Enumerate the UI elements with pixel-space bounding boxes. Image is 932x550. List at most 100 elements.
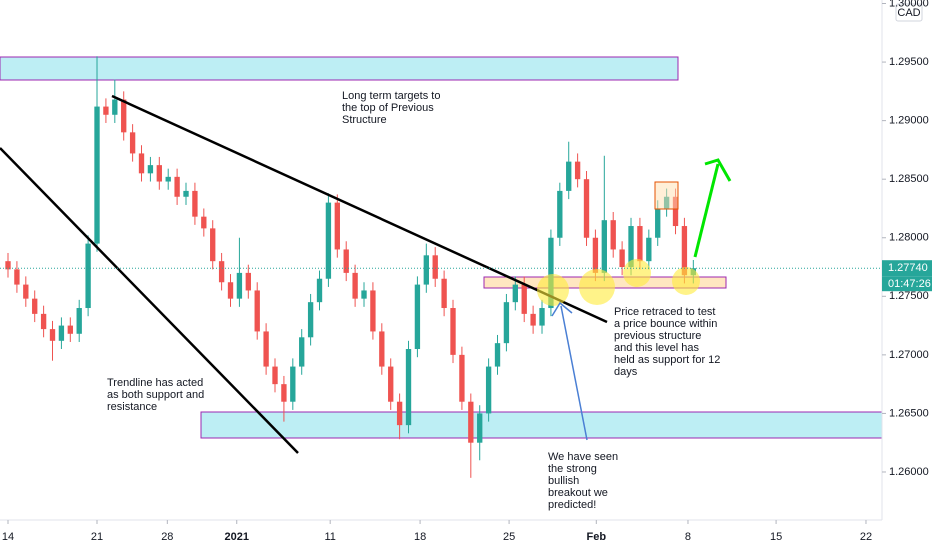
x-tick-label: 15	[770, 531, 782, 543]
candle-body	[370, 290, 376, 332]
countdown-badge	[882, 276, 932, 292]
candle-body	[468, 401, 474, 443]
candle-body	[236, 272, 243, 299]
candle-body	[388, 366, 394, 402]
candle-body	[316, 278, 323, 303]
candle-body	[103, 106, 109, 115]
candle-body	[441, 278, 447, 309]
candle-body	[210, 228, 216, 262]
candle-body	[583, 179, 590, 238]
annotation: bullish	[548, 475, 579, 487]
annotation: We have seen	[548, 451, 618, 463]
annotation: Structure	[342, 114, 387, 126]
candle-body	[138, 153, 145, 174]
highlight-circle	[672, 267, 700, 295]
x-tick-label: 25	[503, 531, 515, 543]
annotation: and this level has	[614, 342, 699, 354]
last-price-label: 1.27740	[888, 262, 928, 274]
candle-body	[156, 165, 162, 182]
highlight-box	[654, 181, 679, 210]
highlight-circle	[579, 269, 615, 305]
highlight-circle	[623, 259, 651, 287]
annotation: Long term targets to	[342, 90, 440, 102]
trendline	[111, 94, 608, 324]
x-tick-label: 14	[2, 531, 14, 543]
candle-body	[32, 298, 38, 314]
candle-body	[147, 165, 154, 174]
candle-body	[192, 190, 198, 217]
annotation: resistance	[107, 401, 157, 413]
x-tick-label: 8	[685, 531, 691, 543]
candle-body	[67, 325, 73, 334]
candle-body	[619, 249, 625, 268]
candle-body	[49, 329, 56, 341]
candle-body	[450, 308, 456, 355]
candle-body	[245, 272, 251, 291]
candle-body	[646, 237, 652, 262]
candle-body	[307, 302, 314, 338]
candle-body	[592, 237, 599, 273]
candle-body	[672, 196, 679, 227]
candle-body	[165, 176, 171, 182]
candle-body	[5, 261, 11, 270]
candle-body	[112, 99, 118, 115]
last-price-badge	[882, 260, 932, 277]
candle-body	[423, 255, 429, 285]
candle-body	[655, 208, 661, 238]
y-tick-label: 1.26000	[889, 466, 929, 478]
candle-body	[477, 413, 483, 443]
candle-body	[23, 284, 29, 299]
candle-body	[548, 237, 554, 309]
y-tick-label: 1.30000	[889, 0, 929, 9]
currency-badge	[895, 3, 923, 22]
candle-body	[521, 284, 527, 314]
x-tick-label: Feb	[587, 531, 607, 543]
annotation: Trendline has acted	[107, 377, 203, 389]
trendline	[0, 147, 299, 454]
candle-body	[76, 308, 82, 334]
candle-body	[601, 220, 607, 273]
candle-body	[574, 161, 581, 180]
candle-body	[485, 366, 492, 414]
countdown: 01:47:26	[888, 278, 931, 290]
candle-body	[281, 384, 287, 402]
candle-body	[263, 331, 269, 367]
candle-body	[290, 366, 296, 402]
annotation: as both support and	[107, 389, 204, 401]
candle-body	[530, 313, 536, 326]
annotation: days	[614, 366, 638, 378]
candle-body	[183, 190, 189, 197]
arrow	[693, 163, 720, 258]
candle-body	[121, 99, 127, 133]
candle-body	[361, 290, 367, 299]
y-tick-label: 1.28000	[889, 232, 929, 244]
y-tick-label: 1.27000	[889, 349, 929, 361]
annotation: previous structure	[614, 330, 701, 342]
y-tick-label: 1.28500	[889, 173, 929, 185]
candle-body	[94, 106, 100, 244]
highlight-circle	[537, 274, 569, 306]
candle-body	[325, 202, 332, 279]
candle-body	[343, 249, 349, 273]
x-tick-label: 22	[860, 531, 872, 543]
candle-body	[40, 313, 47, 330]
y-tick-label: 1.26500	[889, 407, 929, 419]
candle-body	[396, 401, 403, 426]
candle-body	[610, 220, 616, 250]
annotation: the top of Previous	[342, 102, 434, 114]
candle-body	[272, 366, 278, 385]
annotation: a price bounce within	[614, 318, 717, 330]
currency: CAD	[897, 7, 920, 19]
candle-body	[414, 284, 421, 350]
annotation: the strong	[548, 463, 597, 475]
candle-body	[379, 331, 385, 367]
annotation: Price retraced to test	[614, 306, 716, 318]
support-zone	[200, 411, 883, 439]
candle-body	[566, 161, 572, 191]
y-tick-label: 1.29000	[889, 115, 929, 127]
x-tick-label: 2021	[225, 531, 249, 543]
candle-body	[201, 216, 207, 229]
arrow-head	[704, 158, 732, 182]
